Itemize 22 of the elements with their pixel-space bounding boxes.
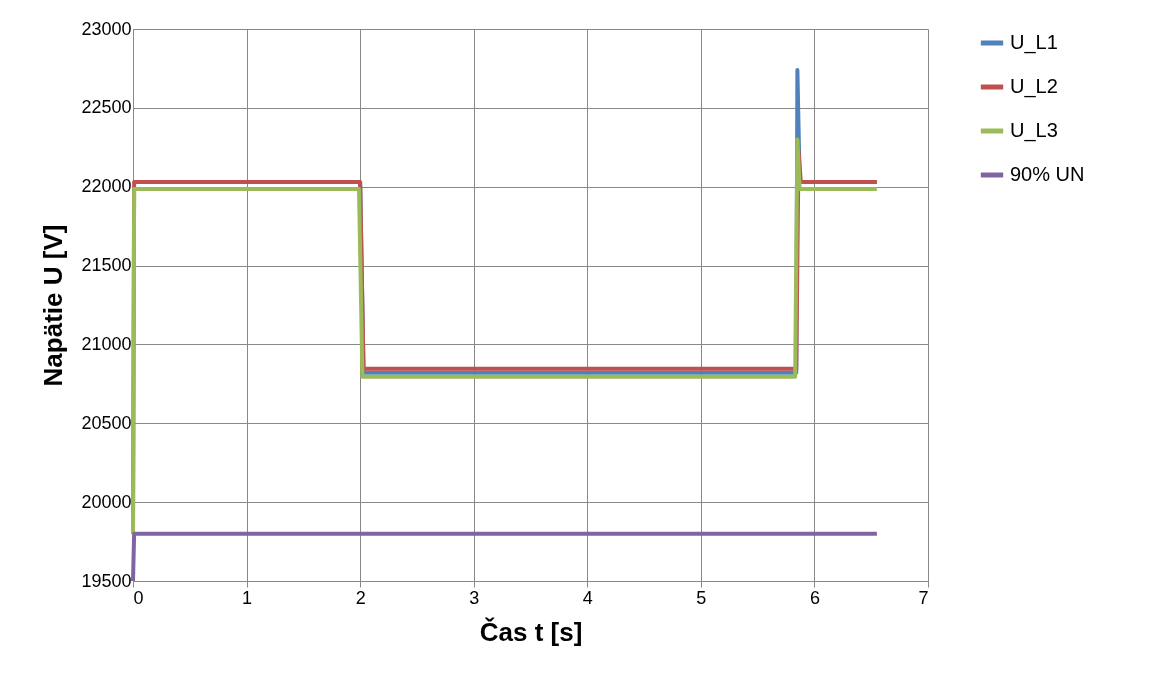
x-axis-title: Čas t [s]: [479, 616, 583, 647]
legend-label: 90% UN: [1010, 163, 1085, 185]
legend-label: U_L3: [1010, 119, 1058, 142]
y-tick-label: 22000: [81, 176, 132, 197]
x-tick-label: 5: [696, 587, 707, 608]
x-tick-label: 7: [918, 587, 929, 608]
y-tick-label: 20500: [81, 412, 132, 433]
y-tick-label: 22500: [81, 97, 132, 118]
x-tick-label: 1: [242, 587, 253, 608]
x-tick-label: 6: [809, 587, 820, 608]
x-tick-label: 3: [469, 587, 480, 608]
legend-label: U_L1: [1010, 31, 1058, 54]
y-tick-label: 23000: [81, 18, 132, 39]
y-tick-label: 21500: [81, 255, 132, 276]
x-tick-label: 0: [133, 587, 144, 608]
y-tick-label: 21000: [81, 333, 132, 354]
y-axis-title: Napätie U [V]: [38, 224, 69, 387]
legend-label: U_L2: [1010, 75, 1058, 98]
x-tick-label: 2: [355, 587, 366, 608]
y-tick-label: 20000: [81, 491, 132, 512]
x-tick-label: 4: [582, 587, 593, 608]
y-tick-label: 19500: [81, 570, 132, 591]
